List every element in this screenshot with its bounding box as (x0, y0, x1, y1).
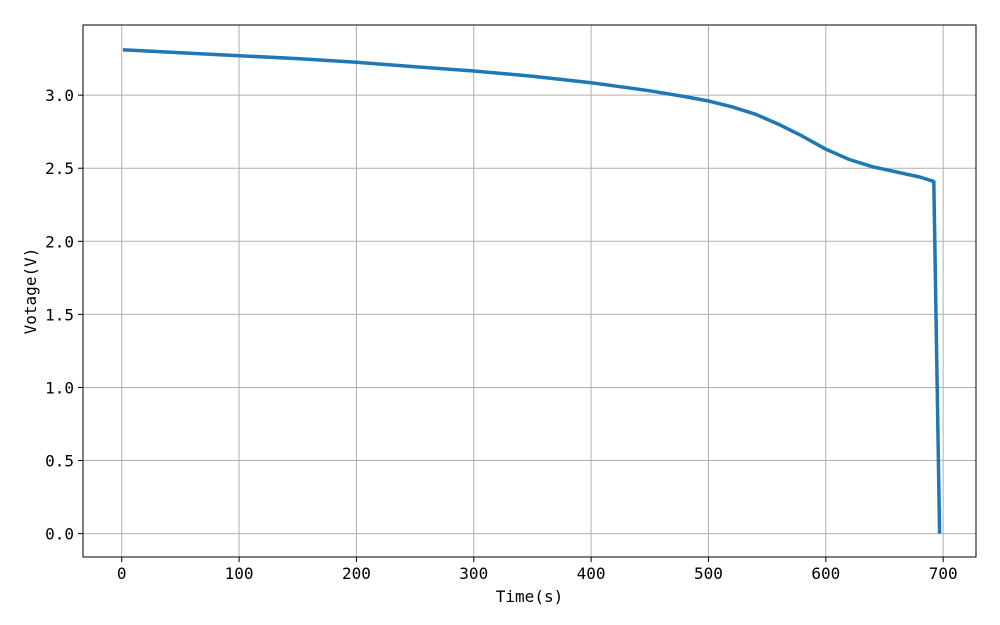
ticks: 0 100 200 300 400 500 600 700 0.0 0.5 1.0 1.5 2.0 2.5… (45, 86, 958, 583)
x-axis-title: Time(s) (496, 587, 563, 606)
y-tick-label: 0.0 (45, 525, 74, 544)
x-tick-label: 500 (694, 564, 723, 583)
x-tick-label: 400 (577, 564, 606, 583)
series-layer (122, 48, 942, 534)
y-tick-label: 3.0 (45, 86, 74, 105)
plot-frame (82, 24, 977, 558)
x-tick-label: 100 (225, 564, 254, 583)
y-axis-title: Votage(V) (21, 248, 40, 335)
y-tick-label: 2.0 (45, 232, 74, 251)
x-tick-label: 300 (459, 564, 488, 583)
y-tick-label: 1.5 (45, 305, 74, 324)
grid (83, 25, 976, 557)
y-tick-label: 0.5 (45, 452, 74, 471)
x-tick-label: 600 (811, 564, 840, 583)
y-tick-label: 1.0 (45, 378, 74, 397)
voltage-series-line (122, 48, 942, 534)
y-tick-label: 2.5 (45, 159, 74, 178)
x-tick-label: 200 (342, 564, 371, 583)
x-tick-label: 700 (929, 564, 958, 583)
x-tick-label: 0 (117, 564, 127, 583)
